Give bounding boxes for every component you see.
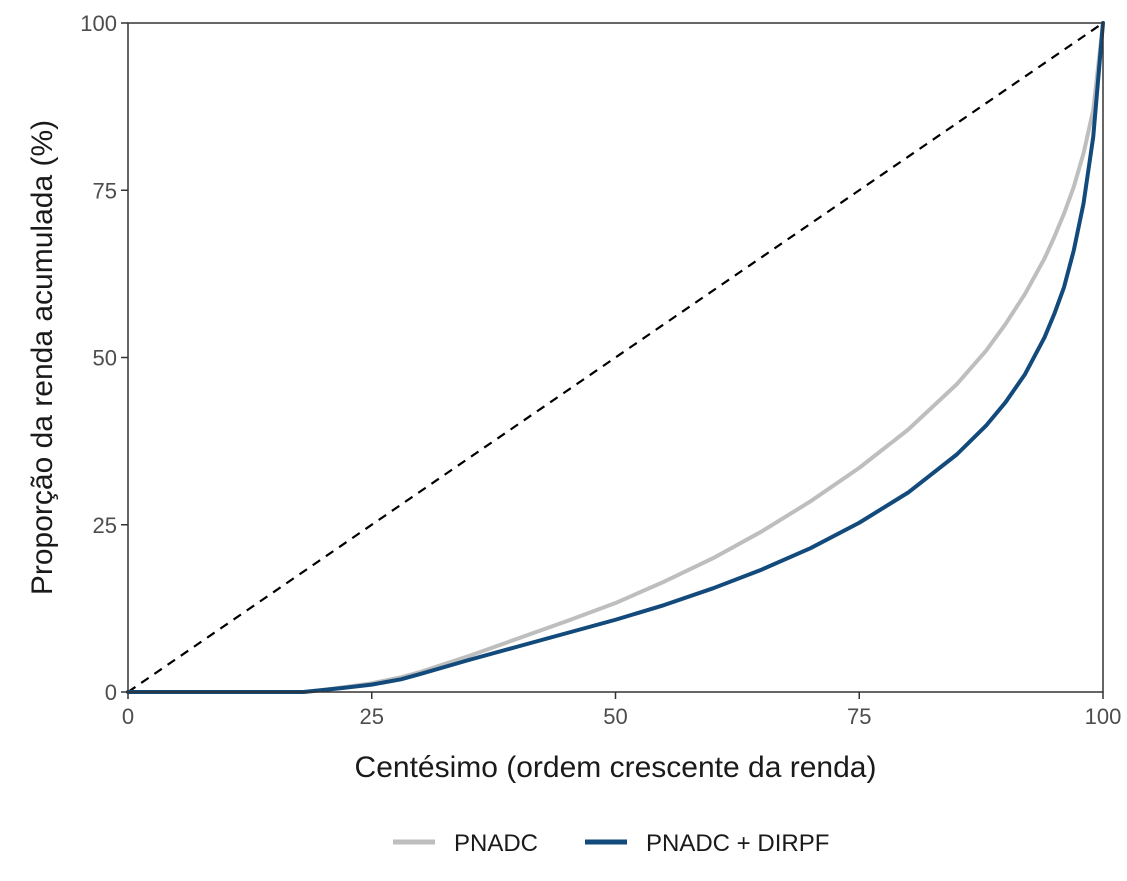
series-line-2 xyxy=(126,21,1105,694)
y-tick-label: 0 xyxy=(105,680,117,705)
x-axis-title: Centésimo (ordem crescente da renda) xyxy=(355,751,877,784)
y-tick-label: 100 xyxy=(80,11,117,36)
y-axis: 0 25 50 75 100 xyxy=(80,11,128,705)
equality-line-layer xyxy=(127,22,1104,693)
x-tick-label: 100 xyxy=(1085,704,1122,729)
y-tick-label: 75 xyxy=(93,178,117,203)
y-tick-label: 25 xyxy=(93,513,117,538)
legend-label-2: PNADC + DIRPF xyxy=(646,830,829,857)
legend-label-1: PNADC xyxy=(454,830,538,857)
x-tick-label: 25 xyxy=(360,704,384,729)
x-axis: 0 25 50 75 100 xyxy=(122,692,1121,729)
x-tick-label: 50 xyxy=(603,704,627,729)
series-layer xyxy=(126,21,1105,694)
equality-line xyxy=(127,22,1104,693)
x-tick-label: 0 xyxy=(122,704,134,729)
y-tick-label: 50 xyxy=(93,346,117,371)
legend: PNADC PNADC + DIRPF xyxy=(393,830,829,857)
y-axis-title: Proporção da renda acumulada (%) xyxy=(26,120,59,595)
x-tick-label: 75 xyxy=(847,704,871,729)
